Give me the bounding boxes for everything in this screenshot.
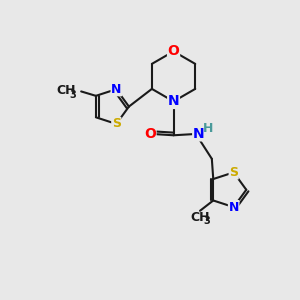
- Text: N: N: [229, 201, 239, 214]
- Text: CH: CH: [56, 84, 76, 97]
- Text: N: N: [111, 83, 122, 96]
- Text: H: H: [203, 122, 213, 135]
- Text: N: N: [168, 94, 179, 108]
- Text: 3: 3: [69, 90, 76, 100]
- Text: N: N: [193, 127, 204, 141]
- Text: S: S: [229, 166, 238, 179]
- Text: O: O: [144, 127, 156, 141]
- Text: O: O: [168, 44, 179, 58]
- Text: CH: CH: [190, 211, 210, 224]
- Text: 3: 3: [203, 216, 210, 226]
- Text: S: S: [112, 117, 121, 130]
